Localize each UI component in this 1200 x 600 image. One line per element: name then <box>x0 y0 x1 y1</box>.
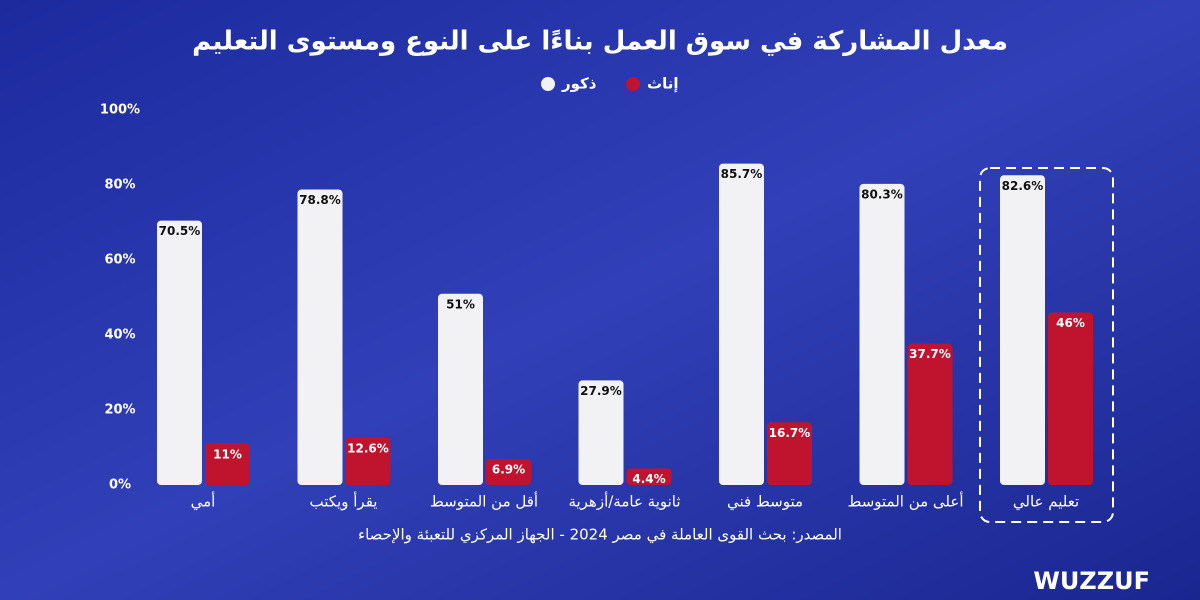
bar <box>1000 175 1045 485</box>
bar <box>719 163 764 485</box>
source: المصدر: بحث القوى العاملة في مصر 2024 - … <box>358 526 842 545</box>
value-label: 4.4% <box>632 472 665 486</box>
legend-swatch <box>626 77 640 91</box>
bar <box>1048 312 1093 485</box>
bar <box>345 437 391 485</box>
x-tick-label: تعليم عالي <box>1013 493 1079 512</box>
value-label: 70.5% <box>159 224 201 238</box>
bar <box>486 459 531 485</box>
x-tick-label: أقل من المتوسط <box>430 492 538 511</box>
highlight-box <box>979 167 1114 523</box>
value-label: 85.7% <box>721 167 763 181</box>
bar <box>907 343 953 485</box>
value-label: 51% <box>446 297 475 311</box>
legend-swatch <box>541 77 555 91</box>
y-tick-label: 0% <box>109 478 131 493</box>
bar <box>438 293 483 485</box>
bar <box>859 183 905 485</box>
bar <box>767 422 812 485</box>
y-tick-label: 40% <box>104 328 135 343</box>
chart-title: معدل المشاركة في سوق العمل بناءًا على ال… <box>192 27 1008 57</box>
y-tick-label: 80% <box>104 178 135 193</box>
bar <box>157 220 202 485</box>
y-tick-label: 100% <box>100 103 140 118</box>
x-tick-label: أعلى من المتوسط <box>847 492 963 511</box>
value-label: 12.6% <box>347 441 389 455</box>
value-label: 82.6% <box>1002 179 1044 193</box>
bar <box>297 189 343 485</box>
value-label: 11% <box>213 447 242 461</box>
value-label: 80.3% <box>861 187 903 201</box>
bar <box>205 443 250 485</box>
brand-logo: WUZZUF <box>1033 567 1150 595</box>
x-tick-label: أمي <box>191 492 216 512</box>
value-label: 27.9% <box>580 384 622 398</box>
legend-label: إناث <box>647 75 678 93</box>
value-label: 37.7% <box>909 347 951 361</box>
value-label: 16.7% <box>769 426 811 440</box>
value-label: 6.9% <box>492 463 525 477</box>
y-tick-label: 20% <box>104 403 135 418</box>
x-tick-label: يقرأ ويكتب <box>310 492 378 511</box>
x-tick-label: ثانوية عامة/أزهرية <box>568 492 680 511</box>
legend-label: ذكور <box>561 75 597 93</box>
bar <box>626 468 672 485</box>
x-tick-label: متوسط فني <box>727 493 803 512</box>
bar <box>578 380 624 485</box>
value-label: 78.8% <box>299 193 341 207</box>
y-tick-label: 60% <box>104 253 135 268</box>
value-label: 46% <box>1056 316 1085 330</box>
